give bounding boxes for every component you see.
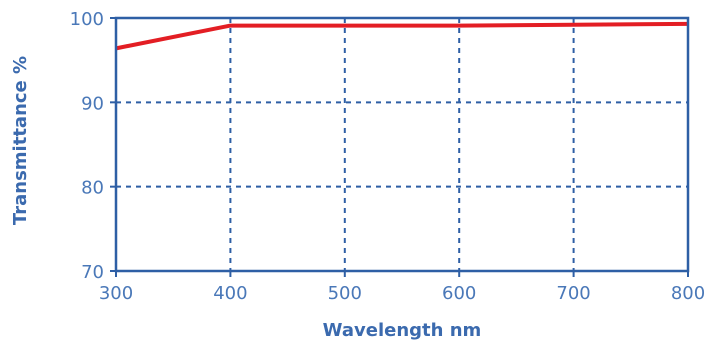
x-tick-label: 500 xyxy=(328,283,362,304)
x-tick-label: 400 xyxy=(213,283,247,304)
x-tick-labels: 300 400 500 600 700 800 xyxy=(99,271,705,304)
y-tick-label: 80 xyxy=(81,178,104,199)
grid-lines xyxy=(116,18,688,271)
y-tick-label: 100 xyxy=(70,9,104,30)
y-axis-title: Transmittance % xyxy=(10,56,31,225)
x-tick-label: 800 xyxy=(671,283,705,304)
y-tick-label: 70 xyxy=(81,262,104,283)
y-tick-label: 90 xyxy=(81,93,104,114)
plot-frame xyxy=(114,16,690,273)
x-tick-label: 700 xyxy=(556,283,590,304)
x-axis-title: Wavelength nm xyxy=(323,320,482,341)
x-tick-label: 600 xyxy=(442,283,476,304)
x-tick-label: 300 xyxy=(99,283,133,304)
series-layer xyxy=(115,21,689,51)
y-tick-labels: 70 80 90 100 xyxy=(70,9,116,283)
series-line-0 xyxy=(115,21,689,51)
